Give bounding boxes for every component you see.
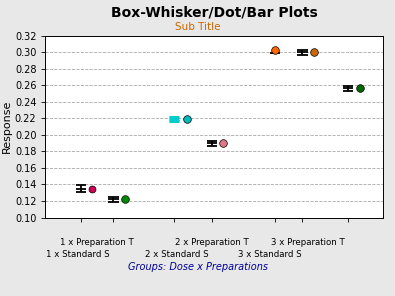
Title: Box-Whisker/Dot/Bar Plots: Box-Whisker/Dot/Bar Plots xyxy=(111,5,318,19)
Text: Sub Title: Sub Title xyxy=(175,22,220,32)
Text: Groups: Dose x Preparations: Groups: Dose x Preparations xyxy=(128,262,267,272)
Text: 1 x Preparation T: 1 x Preparation T xyxy=(60,238,134,247)
Y-axis label: Response: Response xyxy=(2,100,12,153)
Text: 2 x Preparation T: 2 x Preparation T xyxy=(175,238,248,247)
Text: 3 x Standard S: 3 x Standard S xyxy=(238,250,301,259)
Text: 1 x Standard S: 1 x Standard S xyxy=(46,250,110,259)
Text: 3 x Preparation T: 3 x Preparation T xyxy=(271,238,344,247)
Text: 2 x Standard S: 2 x Standard S xyxy=(145,250,208,259)
